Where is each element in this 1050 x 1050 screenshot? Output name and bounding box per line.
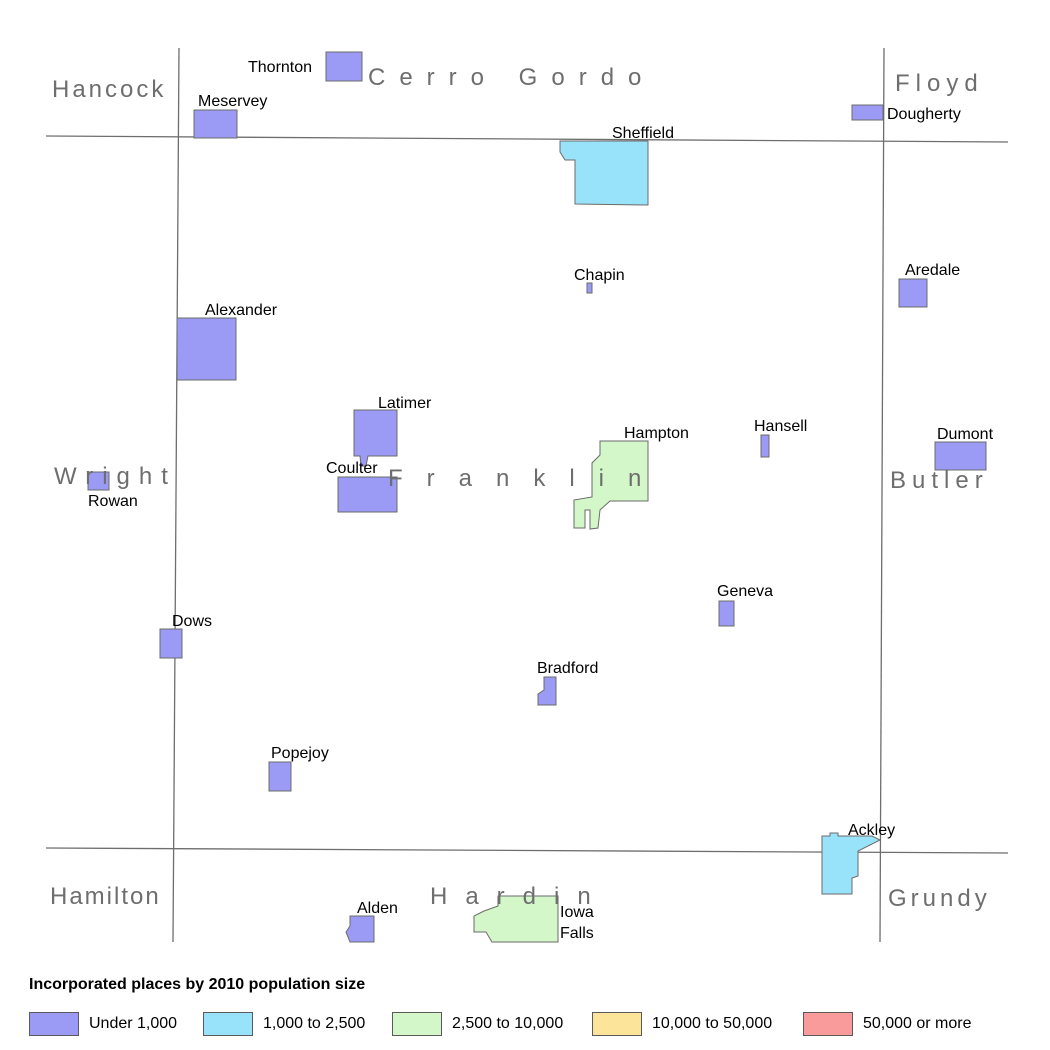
county-label-wright: Wright bbox=[54, 463, 177, 490]
place-hansell[interactable] bbox=[760, 434, 770, 458]
place-label-latimer: Latimer bbox=[378, 395, 432, 412]
county-boundaries bbox=[45, 47, 1009, 943]
legend-label-under-1000: Under 1,000 bbox=[89, 1015, 178, 1032]
place-label-bradford: Bradford bbox=[537, 660, 598, 677]
place-label-dumont: Dumont bbox=[937, 426, 994, 443]
place-rowan[interactable] bbox=[87, 471, 110, 491]
place-label-chapin: Chapin bbox=[574, 267, 625, 284]
place-label-meservey: Meservey bbox=[198, 93, 267, 110]
legend-label-50000-plus: 50,000 or more bbox=[863, 1015, 972, 1032]
place-dumont[interactable] bbox=[934, 441, 987, 471]
county-label-hardin: Hardin bbox=[430, 883, 609, 910]
place-thornton[interactable] bbox=[325, 51, 363, 82]
place-label-aredale: Aredale bbox=[905, 262, 960, 279]
place-label-dows: Dows bbox=[172, 613, 212, 630]
county-map: Hancock Cerro Gordo Floyd Wright Frankli… bbox=[45, 47, 1009, 943]
place-label-hansell: Hansell bbox=[754, 418, 807, 435]
county-label-grundy: Grundy bbox=[888, 885, 991, 912]
county-label-butler: Butler bbox=[890, 467, 989, 494]
place-labels: Thornton Meservey Dougherty Sheffield Ch… bbox=[88, 59, 994, 942]
place-label-ackley: Ackley bbox=[848, 822, 895, 839]
place-label-dougherty: Dougherty bbox=[887, 106, 961, 123]
county-label-hancock: Hancock bbox=[52, 76, 166, 103]
legend-item-10000-50000: 10,000 to 50,000 bbox=[592, 1011, 772, 1037]
boundary-west bbox=[172, 47, 180, 943]
boundary-east bbox=[879, 47, 885, 943]
legend-item-50000-plus: 50,000 or more bbox=[803, 1011, 972, 1037]
place-coulter[interactable] bbox=[337, 476, 398, 513]
place-alexander[interactable] bbox=[176, 317, 237, 381]
place-dows[interactable] bbox=[159, 628, 183, 659]
place-label-iowa-falls: Iowa Falls bbox=[560, 904, 598, 942]
place-label-geneva: Geneva bbox=[717, 583, 773, 600]
county-label-franklin: Franklin bbox=[388, 465, 665, 492]
place-label-hampton: Hampton bbox=[624, 425, 689, 442]
legend-label-1000-2500: 1,000 to 2,500 bbox=[263, 1015, 366, 1032]
place-popejoy[interactable] bbox=[268, 761, 292, 792]
boundary-north bbox=[45, 135, 1009, 143]
county-label-hamilton: Hamilton bbox=[50, 883, 161, 910]
legend-swatch-under-1000 bbox=[29, 1012, 79, 1036]
place-label-sheffield: Sheffield bbox=[612, 125, 674, 142]
place-label-popejoy: Popejoy bbox=[271, 745, 329, 762]
place-aredale[interactable] bbox=[898, 278, 928, 308]
place-ackley[interactable] bbox=[821, 832, 882, 895]
places-layer bbox=[87, 51, 987, 943]
county-label-cerro-gordo: Cerro Gordo bbox=[368, 64, 655, 91]
legend-label-10000-50000: 10,000 to 50,000 bbox=[652, 1015, 773, 1032]
legend-item-under-1000: Under 1,000 bbox=[29, 1011, 177, 1037]
place-sheffield[interactable] bbox=[559, 140, 649, 206]
place-label-alden: Alden bbox=[357, 900, 398, 917]
county-label-floyd: Floyd bbox=[895, 70, 984, 97]
legend-swatch-10000-50000 bbox=[592, 1012, 642, 1036]
place-geneva[interactable] bbox=[718, 600, 735, 627]
place-label-coulter: Coulter bbox=[326, 460, 378, 477]
legend-swatch-2500-10000 bbox=[392, 1012, 442, 1036]
place-label-iowa-falls-line2: Falls bbox=[560, 925, 594, 942]
place-meservey[interactable] bbox=[193, 109, 238, 139]
place-hampton[interactable] bbox=[573, 440, 649, 530]
place-chapin[interactable] bbox=[586, 282, 593, 294]
place-label-rowan: Rowan bbox=[88, 493, 138, 510]
place-bradford[interactable] bbox=[537, 676, 557, 706]
county-labels: Hancock Cerro Gordo Floyd Wright Frankli… bbox=[50, 64, 991, 912]
legend-item-1000-2500: 1,000 to 2,500 bbox=[203, 1011, 365, 1037]
place-alden[interactable] bbox=[345, 915, 375, 943]
place-latimer[interactable] bbox=[353, 409, 398, 467]
place-label-iowa-falls-line1: Iowa bbox=[560, 904, 594, 921]
boundary-south bbox=[45, 847, 1009, 854]
place-label-alexander: Alexander bbox=[205, 302, 278, 319]
legend-swatch-1000-2500 bbox=[203, 1012, 253, 1036]
place-label-thornton: Thornton bbox=[248, 59, 312, 76]
legend-item-2500-10000: 2,500 to 10,000 bbox=[392, 1011, 563, 1037]
legend-title: Incorporated places by 2010 population s… bbox=[29, 976, 366, 993]
place-iowa-falls[interactable] bbox=[473, 895, 559, 943]
legend-label-2500-10000: 2,500 to 10,000 bbox=[452, 1015, 564, 1032]
place-dougherty[interactable] bbox=[851, 104, 884, 121]
legend-swatch-50000-plus bbox=[803, 1012, 853, 1036]
